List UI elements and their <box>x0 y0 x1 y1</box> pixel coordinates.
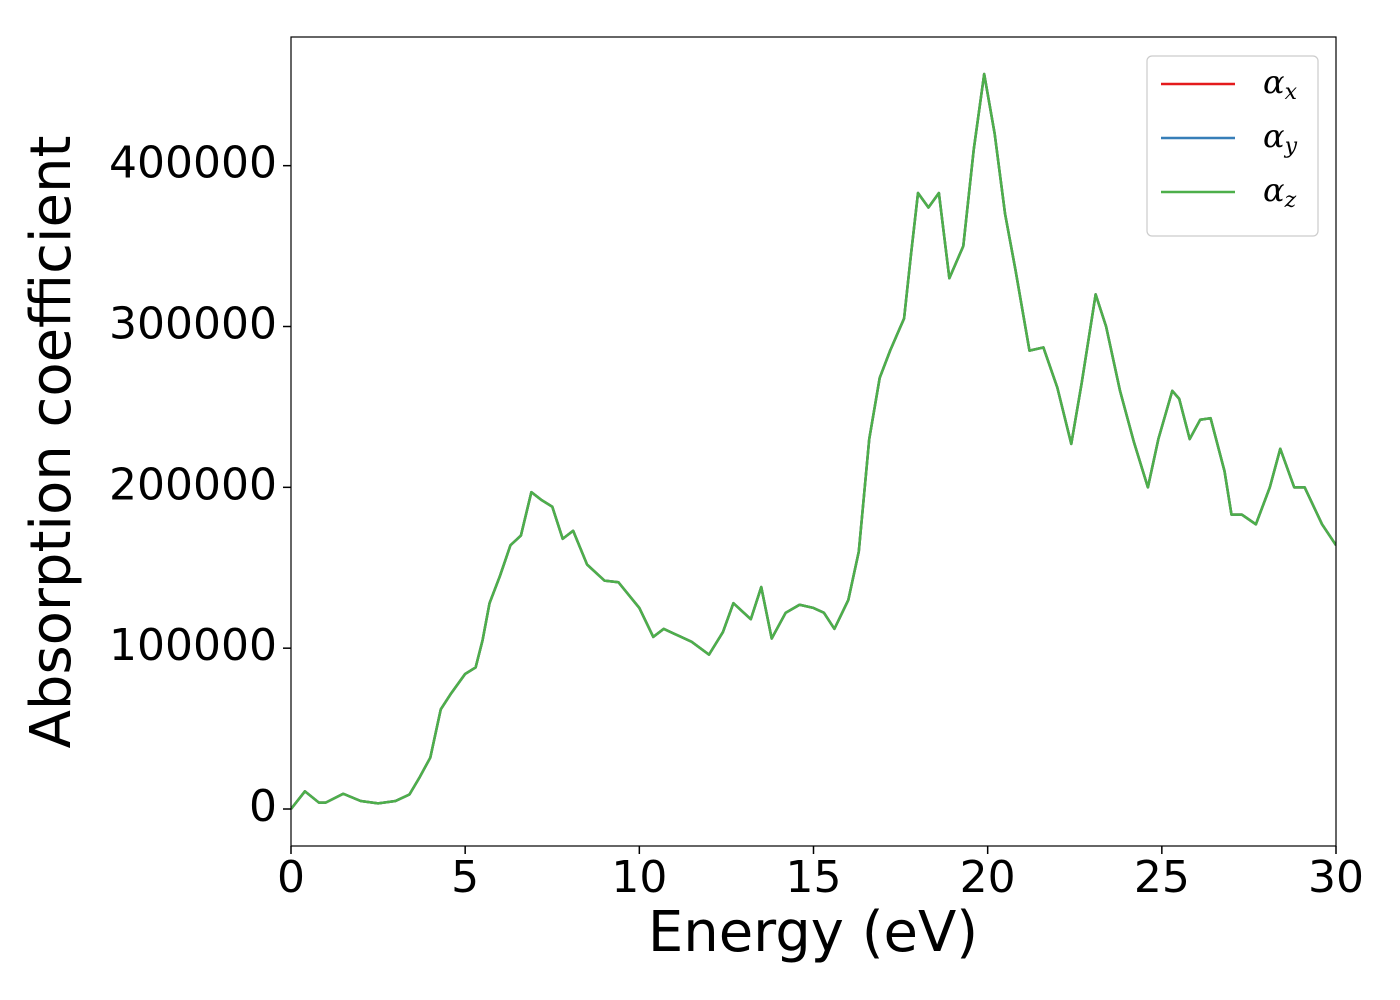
plot-frame <box>290 36 1337 847</box>
legend-label: αy <box>1263 117 1298 160</box>
y-tick-label: 400000 <box>109 138 277 189</box>
legend-label: αz <box>1263 171 1297 214</box>
data-line <box>291 72 1336 810</box>
y-tick-label: 200000 <box>109 459 277 510</box>
y-tick-label: 0 <box>249 781 277 832</box>
y-tick-label: 100000 <box>109 620 277 671</box>
x-tick-label: 10 <box>611 852 667 903</box>
x-tick-label: 15 <box>786 852 842 903</box>
x-tick-label: 5 <box>451 852 479 903</box>
x-axis-label: Energy (eV) <box>648 900 978 965</box>
y-tick-label: 300000 <box>109 299 277 350</box>
x-tick-label: 20 <box>960 852 1016 903</box>
legend-label: αx <box>1263 63 1298 106</box>
x-tick-label: 30 <box>1308 852 1364 903</box>
x-tick-label: 0 <box>277 852 305 903</box>
x-tick-label: 25 <box>1134 852 1190 903</box>
y-axis-label: Absorption coefficient <box>19 136 84 749</box>
